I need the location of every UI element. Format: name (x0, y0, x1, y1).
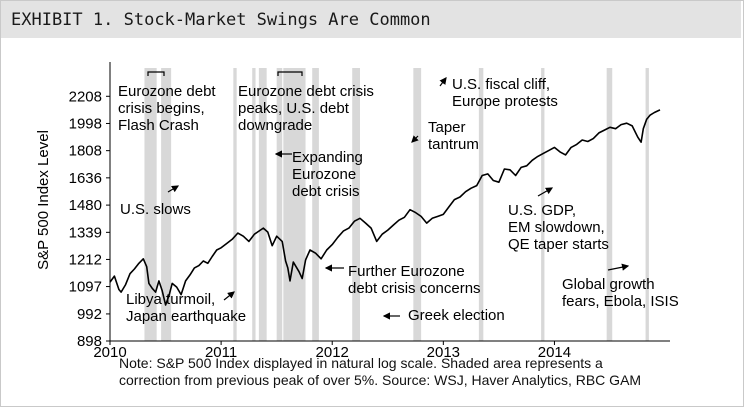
correction-band-13 (645, 68, 649, 341)
y-tick-label-9: 2208 (69, 88, 102, 105)
correction-band-4 (258, 68, 267, 341)
note-line-2: correction from previous peak of over 5%… (119, 372, 642, 388)
exhibit-title-text: Stock-Market Swings Are Common (123, 10, 431, 30)
correction-band-10 (478, 68, 484, 341)
correction-band-5 (276, 68, 283, 341)
annotation-arrows (147, 71, 630, 320)
y-tick-label-1: 992 (77, 306, 102, 323)
x-tick-label-4: 2014 (538, 344, 571, 361)
annotation-4: Expanding Eurozone debt crisis (292, 149, 363, 200)
annotation-5: U.S. slows (120, 201, 191, 218)
y-tick-label-0: 898 (77, 333, 102, 350)
y-tick-label-3: 1212 (69, 251, 102, 268)
y-tick-label-8: 1998 (69, 115, 102, 132)
x-tick-label-0: 2010 (93, 344, 126, 361)
annotation-3: Taper tantrum (428, 119, 479, 153)
arrow-9 (223, 291, 235, 301)
sp500-index-line (109, 109, 661, 306)
x-tick-label-3: 2013 (427, 344, 460, 361)
y-tick-label-7: 1808 (69, 143, 102, 160)
y-axis-ticks: 898 992 1097 1212 1339 1480 1636 1808 1998 2208 (69, 88, 110, 350)
chart-axes (109, 62, 670, 342)
annotation-10: Greek election (408, 307, 505, 324)
correction-band-11 (541, 68, 545, 341)
correction-band-12 (606, 68, 613, 341)
exhibit-title: EXHIBIT 1. Stock-Market Swings Are Commo… (11, 10, 431, 30)
chart-annotations: Eurozone debt crisis begins, Flash Crash Eu… (118, 76, 679, 325)
correction-band-9 (413, 68, 422, 341)
chart-note: Note: S&P 500 Index displayed in natural… (119, 355, 734, 389)
correction-band-3 (252, 68, 256, 341)
correction-band-2 (233, 68, 237, 341)
correction-band-7 (312, 68, 319, 341)
bracket-0 (147, 71, 165, 76)
arrow-5 (167, 185, 180, 193)
correction-band-8 (352, 68, 360, 341)
y-tick-label-4: 1339 (69, 224, 102, 241)
arrow-2 (439, 77, 447, 87)
y-tick-label-6: 1636 (69, 170, 102, 187)
exhibit-number: EXHIBIT 1. (11, 10, 114, 30)
annotation-7: Further Eurozone debt crisis concerns (348, 263, 481, 297)
x-axis-ticks: 2010 2011 2012 2013 2014 (93, 341, 571, 361)
x-tick-label-2: 2012 (316, 344, 349, 361)
arrow-6 (537, 187, 554, 197)
bracket-1 (277, 71, 303, 76)
annotation-2: U.S. fiscal cliff, Europe protests (452, 76, 558, 110)
y-tick-label-2: 1097 (69, 279, 102, 296)
note-line-1: Note: S&P 500 Index displayed in natural… (119, 355, 603, 371)
exhibit-header: EXHIBIT 1. Stock-Market Swings Are Commo… (1, 1, 741, 38)
arrow-3 (411, 135, 419, 143)
annotation-8: Global growth fears, Ebola, ISIS (562, 276, 679, 310)
correction-band-1 (161, 68, 172, 341)
annotation-9: Libya turmoil, Japan earthquake (126, 291, 246, 325)
annotation-1: Eurozone debt crisis peaks, U.S. debt down… (238, 83, 374, 134)
y-tick-label-5: 1480 (69, 197, 102, 214)
x-tick-label-1: 2011 (205, 344, 237, 361)
annotation-6: U.S. GDP, EM slowdown, QE taper starts (508, 202, 609, 253)
correction-shading (144, 68, 649, 341)
y-axis-label: S&P 500 Index Level (35, 130, 52, 270)
arrow-8 (607, 263, 630, 271)
annotation-0: Eurozone debt crisis begins, Flash Crash (118, 83, 216, 134)
